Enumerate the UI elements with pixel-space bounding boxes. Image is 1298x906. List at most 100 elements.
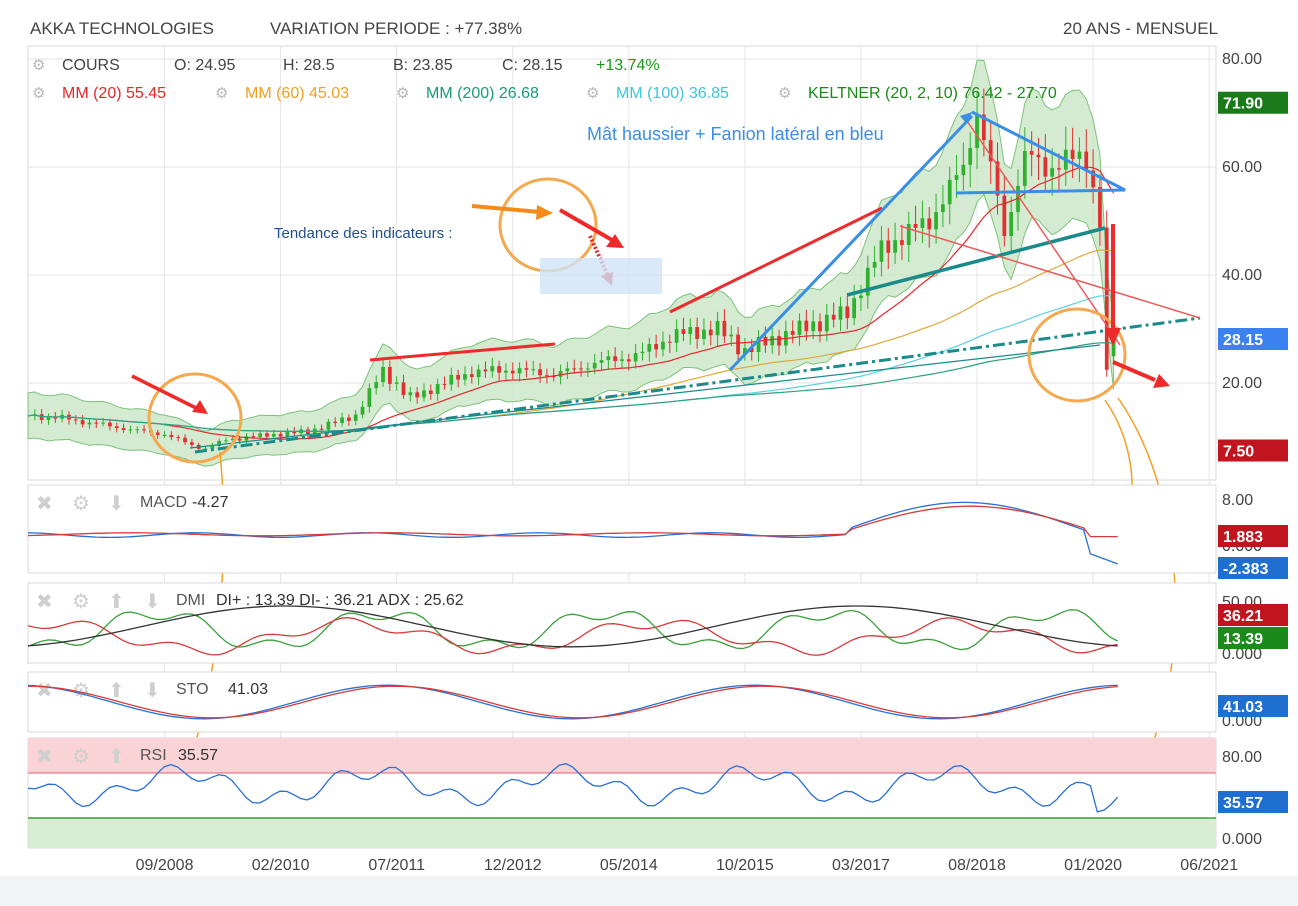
close-icon[interactable]: ✖ [36, 680, 53, 702]
candle-body [818, 321, 822, 332]
candle-body [927, 218, 932, 230]
candle-body [517, 368, 522, 374]
macd-badge-label: 1.883 [1223, 529, 1263, 546]
trendline-annotations [131, 110, 1201, 816]
gear-icon[interactable]: ⚙ [32, 57, 45, 74]
red-arrowhead-legend [606, 234, 624, 248]
gear-icon[interactable]: ⚙ [72, 591, 90, 613]
dmi-badge [1218, 604, 1288, 626]
gear-icon[interactable]: ⚙ [396, 85, 409, 102]
mast-arrowhead [960, 112, 972, 124]
ma200-line [27, 342, 1114, 432]
candle-body [401, 382, 406, 396]
macd-label: MACD [140, 494, 187, 511]
candle-body [108, 422, 112, 427]
arrow-down-icon[interactable]: ⬇ [144, 591, 161, 613]
rsi-value: 35.57 [178, 747, 218, 764]
candle-body [702, 329, 706, 339]
candle-body [968, 148, 973, 165]
price-badge [1218, 439, 1288, 462]
gear-icon[interactable]: ⚙ [72, 746, 90, 768]
pennant-triangle-blue [955, 110, 1126, 195]
candle-body [326, 421, 331, 430]
candle-body [340, 417, 344, 424]
candle-body [572, 368, 577, 370]
sto-label: STO [176, 681, 209, 698]
candle-body [1104, 227, 1109, 370]
candle-body [1050, 168, 1055, 177]
candle-body [626, 359, 631, 362]
gear-icon[interactable]: ⚙ [215, 85, 228, 102]
candle-body [237, 438, 242, 441]
candle-body [510, 370, 515, 374]
candle-body [606, 356, 611, 361]
candle-body [210, 445, 215, 449]
variation-period: VARIATION PERIODE : +77.38% [270, 19, 522, 38]
x-tick-label: 06/2021 [1180, 857, 1238, 874]
gear-icon[interactable]: ⚙ [778, 85, 791, 102]
candle-body [872, 261, 877, 268]
dmi-tick-label: 0.000 [1222, 646, 1262, 663]
gear-icon[interactable]: ⚙ [32, 85, 45, 102]
candle-body [483, 369, 488, 372]
arrow-down-icon[interactable]: ⬇ [108, 493, 125, 515]
gear-icon[interactable]: ⚙ [586, 85, 599, 102]
rsi-oversold-zone [28, 818, 1216, 848]
candle-body [101, 422, 105, 424]
candle-body [1036, 154, 1041, 158]
candle-body [613, 356, 618, 361]
gear-icon[interactable]: ⚙ [72, 680, 90, 702]
dmi-label: DMI [176, 592, 205, 609]
price-tick-label: 80.00 [1222, 51, 1262, 68]
candle-body [381, 366, 385, 383]
close-icon[interactable]: ✖ [36, 493, 53, 515]
rsi-badge-label: 35.57 [1223, 795, 1263, 812]
candle-body [824, 314, 829, 332]
candle-body [859, 295, 863, 299]
candle-body [865, 267, 870, 296]
sto-badge [1218, 695, 1288, 717]
arrow-up-icon[interactable]: ⬆ [108, 591, 125, 613]
candle-body [579, 368, 583, 370]
arrow-up-icon[interactable]: ⬆ [108, 680, 125, 702]
rsi-tick-label: 80.00 [1222, 749, 1262, 766]
circle-2020-drop [1027, 307, 1127, 403]
arrow-up-icon[interactable]: ⬆ [108, 746, 125, 768]
candle-body [408, 392, 413, 396]
rsi-badge [1218, 791, 1288, 813]
footer-strip [0, 876, 1298, 906]
candle-body [114, 426, 119, 429]
overlay-label: MM (20) 55.45 [62, 85, 166, 102]
gear-icon[interactable]: ⚙ [72, 493, 90, 515]
candle-body [620, 359, 624, 361]
candle-body [230, 438, 235, 441]
pennant-support-line [846, 226, 1106, 297]
x-tick-label: 09/2008 [136, 857, 194, 874]
overlay-label: KELTNER (20, 2, 10) 76.42 - 27.70 [808, 85, 1057, 102]
arrow-down-icon[interactable]: ⬇ [144, 680, 161, 702]
close-icon[interactable]: ✖ [36, 591, 53, 613]
candle-body [121, 428, 126, 431]
candle-body [456, 374, 461, 380]
x-tick-label: 10/2015 [716, 857, 774, 874]
dmi-value: DI+ : 13.39 DI- : 36.21 ADX : 25.62 [216, 592, 464, 609]
close-icon[interactable]: ✖ [36, 746, 53, 768]
candle-body [893, 240, 897, 253]
candle-body [934, 212, 938, 230]
sto-tick-label: 0.000 [1222, 713, 1262, 730]
candle-body [975, 114, 979, 149]
candle-body [449, 374, 454, 385]
candle-body [217, 440, 222, 446]
red-arrowhead-right [1153, 374, 1170, 388]
candle-body [1077, 151, 1082, 159]
candle-body [695, 327, 699, 339]
candle-body [1098, 187, 1102, 228]
candle-body [1111, 338, 1116, 357]
candle-body [490, 366, 495, 372]
candle-body [469, 374, 474, 378]
candle-body [947, 179, 952, 205]
falling-red-line-2 [964, 117, 1121, 346]
candle-body [777, 336, 781, 346]
candle-body [763, 336, 768, 346]
